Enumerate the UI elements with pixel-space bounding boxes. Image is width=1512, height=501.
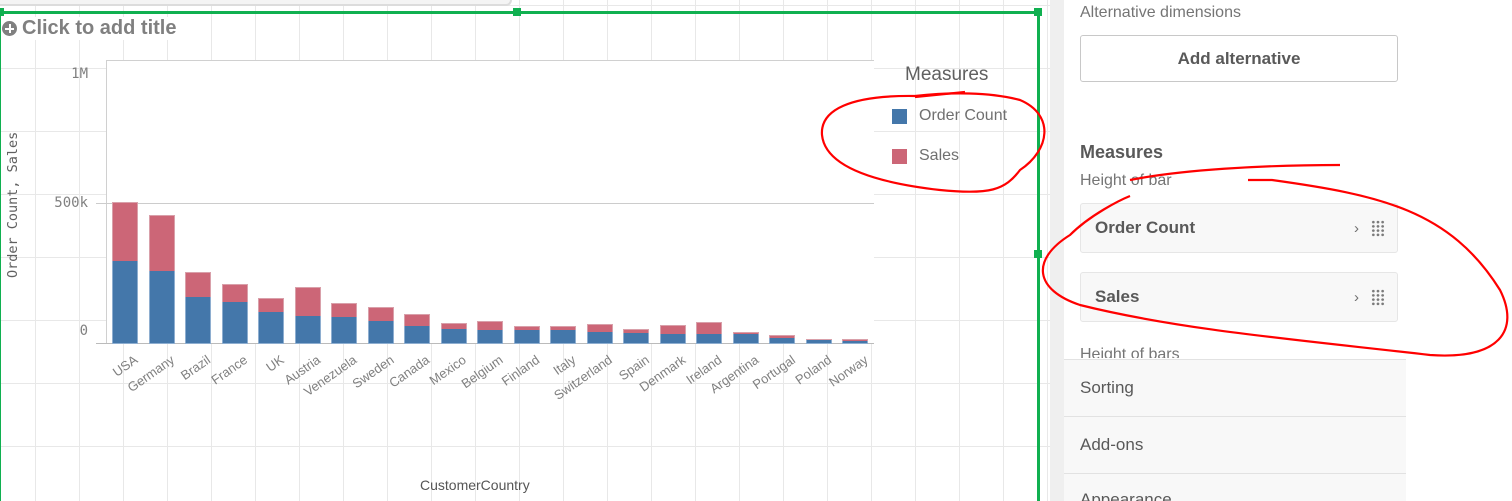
bar-segment-order-count[interactable] [112, 261, 138, 344]
bar-segment-order-count[interactable] [623, 333, 649, 344]
bar-austria[interactable] [294, 287, 321, 344]
bar-segment-order-count[interactable] [258, 312, 284, 344]
bar-segment-sales[interactable] [294, 287, 321, 317]
bar-series-container[interactable] [112, 60, 872, 344]
bar-segment-order-count[interactable] [696, 334, 722, 344]
section-appearance[interactable]: Appearance [1064, 473, 1406, 501]
alt-dimensions-label: Alternative dimensions [1080, 4, 1241, 21]
bar-segment-sales[interactable] [696, 322, 722, 335]
bar-portugal[interactable] [769, 334, 795, 344]
bar-segment-sales[interactable] [623, 329, 649, 334]
measure-item-sales[interactable]: Sales › [1080, 272, 1398, 322]
bar-italy[interactable] [550, 325, 576, 344]
bar-switzerland[interactable] [586, 323, 613, 344]
bar-segment-sales[interactable] [221, 283, 248, 302]
bar-segment-order-count[interactable] [513, 329, 540, 344]
measures-section-title: Measures [1080, 142, 1164, 162]
bar-segment-order-count[interactable] [732, 334, 759, 344]
add-alternative-button[interactable]: Add alternative [1080, 35, 1398, 82]
bar-segment-sales[interactable] [185, 272, 211, 297]
section-sorting[interactable]: Sorting [1064, 359, 1406, 416]
bar-mexico[interactable] [440, 323, 467, 344]
gridline-500k [96, 203, 874, 204]
drag-handle-icon[interactable] [1371, 219, 1385, 237]
drag-handle-icon[interactable] [1371, 288, 1385, 306]
properties-panel: Alternative dimensions Add alternative M… [1064, 0, 1512, 501]
chevron-right-icon[interactable]: › [1354, 288, 1359, 306]
legend-title: Measures [905, 64, 989, 85]
bar-venezuela[interactable] [331, 303, 357, 344]
bar-segment-sales[interactable] [659, 325, 686, 335]
bar-segment-sales[interactable] [732, 331, 759, 335]
bar-segment-order-count[interactable] [331, 316, 357, 344]
bar-argentina[interactable] [732, 331, 759, 344]
bar-denmark[interactable] [659, 325, 686, 344]
bar-segment-sales[interactable] [586, 323, 613, 332]
height-of-bars-label: Height of bars [1080, 346, 1180, 358]
bar-segment-order-count[interactable] [586, 331, 613, 344]
bar-canada[interactable] [404, 314, 430, 344]
bar-segment-order-count[interactable] [185, 296, 211, 344]
resize-handle-right[interactable] [1034, 250, 1042, 258]
bar-segment-sales[interactable] [842, 338, 868, 341]
x-axis-title[interactable]: CustomerCountry [420, 477, 530, 493]
chevron-right-icon[interactable]: › [1354, 219, 1359, 237]
add-circle-icon [2, 21, 17, 36]
bar-segment-sales[interactable] [367, 307, 394, 321]
bar-segment-sales[interactable] [331, 303, 357, 317]
selected-object-frame [0, 11, 1040, 501]
bar-segment-order-count[interactable] [769, 338, 795, 344]
bar-segment-sales[interactable] [513, 325, 540, 330]
bar-belgium[interactable] [477, 320, 503, 344]
y-tick-1m: 1M [71, 66, 88, 82]
y-tick-500k: 500k [54, 195, 88, 211]
bar-segment-order-count[interactable] [842, 340, 868, 344]
bar-poland[interactable] [805, 338, 832, 344]
bar-segment-sales[interactable] [440, 323, 467, 330]
bar-segment-order-count[interactable] [440, 329, 467, 344]
bar-segment-order-count[interactable] [148, 270, 175, 344]
bar-sweden[interactable] [367, 307, 394, 344]
height-of-bar-label: Height of bar [1080, 172, 1172, 189]
bar-uk[interactable] [258, 298, 284, 344]
bar-brazil[interactable] [185, 272, 211, 344]
top-toolbar-edge [0, 0, 512, 6]
bar-segment-sales[interactable] [112, 202, 138, 262]
y-axis-line [106, 60, 107, 344]
chart-title-placeholder[interactable]: Click to add title [2, 17, 177, 40]
section-add-ons[interactable]: Add-ons [1064, 416, 1406, 473]
bar-segment-order-count[interactable] [477, 329, 503, 344]
resize-handle-top-left[interactable] [0, 8, 4, 16]
chart-title-text: Click to add title [22, 17, 177, 39]
panel-divider[interactable] [1050, 0, 1064, 501]
plot-frame-top [107, 60, 874, 61]
resize-handle-top-right[interactable] [1034, 8, 1042, 16]
bar-usa[interactable] [112, 202, 138, 344]
bar-segment-sales[interactable] [148, 215, 175, 271]
bar-segment-sales[interactable] [258, 298, 284, 313]
resize-handle-top[interactable] [513, 8, 521, 16]
bar-segment-order-count[interactable] [221, 301, 248, 344]
measure-label: Sales [1095, 287, 1140, 306]
bar-finland[interactable] [513, 325, 540, 344]
measure-item-order-count[interactable]: Order Count › [1080, 203, 1398, 253]
bar-segment-order-count[interactable] [659, 334, 686, 344]
bar-segment-sales[interactable] [769, 334, 795, 339]
bar-norway[interactable] [842, 338, 868, 344]
bar-segment-sales[interactable] [477, 320, 503, 330]
bar-segment-order-count[interactable] [550, 329, 576, 344]
bar-ireland[interactable] [696, 322, 722, 344]
bar-segment-order-count[interactable] [404, 325, 430, 344]
bar-segment-order-count[interactable] [294, 316, 321, 344]
bar-france[interactable] [221, 283, 248, 344]
bar-segment-sales[interactable] [404, 314, 430, 326]
bar-segment-sales[interactable] [805, 338, 832, 341]
bar-segment-order-count[interactable] [805, 340, 832, 344]
y-tick-0: 0 [79, 323, 88, 339]
bar-germany[interactable] [148, 215, 175, 344]
bar-segment-order-count[interactable] [367, 320, 394, 344]
measure-label: Order Count [1095, 218, 1196, 237]
bar-segment-sales[interactable] [550, 325, 576, 330]
bar-spain[interactable] [623, 329, 649, 344]
